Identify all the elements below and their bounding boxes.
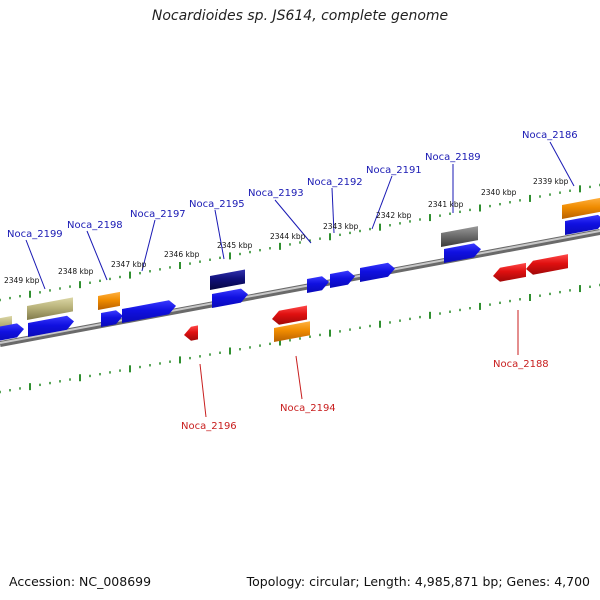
gene-body <box>122 300 176 323</box>
gene-body <box>562 197 600 219</box>
gene-label[interactable]: Noca_2194 <box>280 403 336 414</box>
gene-feature <box>565 214 600 235</box>
label-leader-lines <box>25 141 575 418</box>
gene-label[interactable]: Noca_2188 <box>493 359 549 370</box>
gene-feature <box>122 300 176 323</box>
gene-feature <box>441 226 478 247</box>
kbp-label: 2348 kbp <box>58 267 94 276</box>
gene-body <box>441 226 478 247</box>
gene-label[interactable]: Noca_2197 <box>130 209 186 220</box>
gene-feature <box>212 288 248 308</box>
kbp-label: 2346 kbp <box>164 250 200 259</box>
kbp-label: 2341 kbp <box>428 200 464 209</box>
leader-line <box>214 209 225 260</box>
leader-line <box>25 239 46 290</box>
gene-body <box>565 214 600 235</box>
gene-label[interactable]: Noca_2196 <box>181 421 237 432</box>
gene-feature <box>27 297 73 320</box>
leader-line <box>86 230 108 281</box>
gene-label[interactable]: Noca_2193 <box>248 188 304 199</box>
gene-body <box>360 262 395 282</box>
upper-tick-ring <box>0 183 600 302</box>
gene-feature <box>272 305 307 325</box>
leader-line <box>549 141 575 187</box>
genome-summary-text: Topology: circular; Length: 4,985,871 bp… <box>246 574 590 589</box>
gene-body <box>212 288 248 308</box>
leader-line <box>331 187 335 234</box>
gene-feature <box>101 310 123 327</box>
kbp-label: 2339 kbp <box>533 177 569 186</box>
gene-feature <box>360 262 395 282</box>
gene-label[interactable]: Noca_2192 <box>307 177 363 188</box>
gene-body <box>274 321 310 342</box>
gene-body <box>330 270 355 288</box>
kbp-label: 2347 kbp <box>111 260 147 269</box>
gene-body <box>272 305 307 325</box>
gene-feature <box>0 323 24 341</box>
gene-label[interactable]: Noca_2189 <box>425 152 481 163</box>
kbp-label: 2340 kbp <box>481 188 517 197</box>
gene-label[interactable]: Noca_2198 <box>67 220 123 231</box>
gene-body <box>27 297 73 320</box>
kbp-label: 2349 kbp <box>4 276 40 285</box>
kbp-label: 2342 kbp <box>376 211 412 220</box>
gene-feature <box>28 315 74 337</box>
gene-body <box>0 323 24 341</box>
kbp-label: 2343 kbp <box>323 222 359 231</box>
gene-feature <box>274 321 310 342</box>
gene-feature <box>98 291 120 310</box>
accession-text: Accession: NC_008699 <box>9 574 152 589</box>
gene-body <box>210 269 245 290</box>
leader-line <box>199 363 207 418</box>
gene-body <box>184 325 198 341</box>
gene-labels: Noca_2199 Noca_2198 Noca_2197 Noca_2195 … <box>7 130 578 432</box>
kbp-label: 2344 kbp <box>270 232 306 241</box>
gene-features <box>0 197 600 342</box>
gene-label[interactable]: Noca_2186 <box>522 130 578 141</box>
genome-title: Nocardioides sp. JS614, complete genome <box>151 8 449 24</box>
gene-feature <box>526 254 568 275</box>
gene-feature <box>210 269 245 290</box>
lower-tick-ring <box>0 283 600 394</box>
gene-feature <box>184 325 198 341</box>
gene-body <box>307 276 329 293</box>
kbp-axis-labels: 2349 kbp 2348 kbp 2347 kbp 2346 kbp 2345… <box>4 177 569 285</box>
leader-line <box>141 219 156 272</box>
gene-body <box>526 254 568 275</box>
kbp-label: 2345 kbp <box>217 241 253 250</box>
gene-label[interactable]: Noca_2199 <box>7 229 63 240</box>
gene-feature <box>444 243 481 263</box>
gene-feature <box>493 262 526 282</box>
genome-backbone <box>0 229 600 347</box>
gene-body <box>98 291 120 310</box>
gene-body <box>101 310 123 327</box>
gene-body <box>493 262 526 282</box>
gene-body <box>28 315 74 337</box>
gene-feature <box>330 270 355 288</box>
gene-label[interactable]: Noca_2195 <box>189 199 245 210</box>
leader-line <box>371 175 393 230</box>
gene-feature <box>307 276 329 293</box>
gene-body <box>444 243 481 263</box>
gene-feature <box>562 197 600 219</box>
leader-line <box>295 355 303 400</box>
leader-line <box>274 199 312 244</box>
gene-label[interactable]: Noca_2191 <box>366 165 422 176</box>
